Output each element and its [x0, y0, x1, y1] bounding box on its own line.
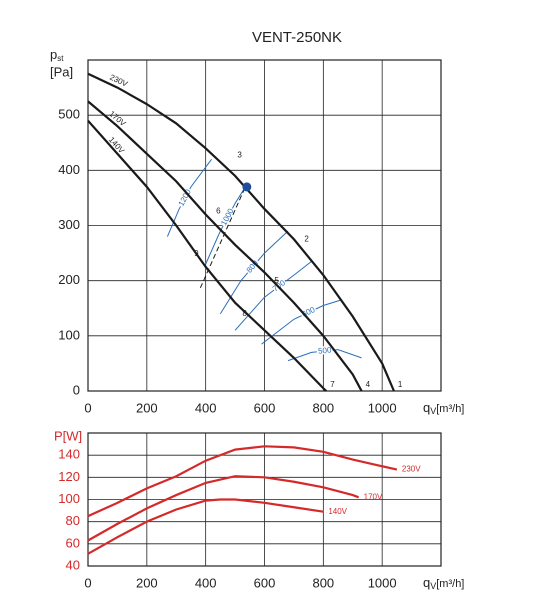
rpm-line — [234, 260, 312, 331]
y-tick-label: 120 — [58, 469, 80, 484]
y-label-main: p — [50, 47, 57, 62]
y-tick-label: 500 — [58, 107, 80, 122]
curve — [87, 445, 398, 518]
curve — [87, 119, 328, 392]
curve-label: 230V — [108, 73, 129, 89]
rpm-label: 500 — [318, 345, 333, 355]
x-tick-label: 600 — [254, 575, 276, 590]
y-label-sub: st — [57, 54, 64, 63]
curve-label: 140V — [328, 507, 347, 516]
point-number: 1 — [398, 380, 403, 389]
x-tick-label: 200 — [136, 575, 158, 590]
point-number: 8 — [242, 309, 247, 318]
y-tick-label: 40 — [66, 557, 80, 572]
curve-label: 170V — [364, 492, 383, 501]
y-axis-label: P[W] — [54, 428, 82, 443]
curve-label: 230V — [402, 465, 421, 474]
point-number: 5 — [274, 276, 279, 285]
point-number: 3 — [237, 151, 242, 160]
rpm-line — [261, 299, 342, 345]
x-tick-label: 400 — [195, 400, 217, 415]
plot-frame — [87, 59, 442, 392]
x-axis-label: qV[m³/h] — [423, 400, 464, 416]
y-axis-unit: [Pa] — [50, 64, 73, 79]
y-tick-label: 300 — [58, 217, 80, 232]
x-axis-label: qV[m³/h] — [423, 575, 464, 591]
x-tick-label: 200 — [136, 400, 158, 415]
x-label-main: q — [423, 575, 430, 590]
y-tick-label: 100 — [58, 327, 80, 342]
x-label-unit: [m³/h] — [436, 403, 464, 415]
rpm-line — [205, 186, 246, 265]
x-tick-label: 0 — [84, 575, 91, 590]
y-tick-label: 60 — [66, 535, 80, 550]
x-tick-label: 400 — [195, 575, 217, 590]
x-label-main: q — [423, 400, 430, 415]
x-tick-label: 800 — [312, 400, 334, 415]
y-tick-label: 400 — [58, 162, 80, 177]
rpm-line — [287, 349, 362, 362]
point-number: 4 — [366, 380, 371, 389]
x-label-sub: V — [430, 406, 436, 416]
x-label-sub: V — [430, 581, 436, 591]
operating-point — [242, 182, 252, 192]
y-tick-label: 200 — [58, 272, 80, 287]
system-line — [199, 186, 246, 289]
x-tick-label: 0 — [84, 400, 91, 415]
y-tick-label: 80 — [66, 513, 80, 528]
x-tick-label: 1000 — [368, 400, 397, 415]
rpm-line — [219, 230, 289, 315]
curve — [87, 498, 324, 555]
rpm-label: 1000 — [219, 207, 236, 227]
point-number: 7 — [330, 380, 335, 389]
chart-title: VENT-250NK — [252, 29, 342, 46]
plot-frame — [87, 432, 442, 567]
y-axis-label: pst — [50, 47, 64, 63]
y-tick-label: 0 — [73, 382, 80, 397]
y-tick-label: 100 — [58, 491, 80, 506]
point-number: 9 — [194, 249, 199, 258]
x-label-unit: [m³/h] — [436, 578, 464, 590]
point-number: 2 — [304, 234, 309, 243]
curve — [87, 100, 363, 392]
y-tick-label: 140 — [58, 447, 80, 462]
curve — [87, 72, 395, 392]
x-tick-label: 800 — [312, 575, 334, 590]
curve — [87, 475, 360, 542]
x-tick-label: 600 — [254, 400, 276, 415]
x-tick-label: 1000 — [368, 575, 397, 590]
point-number: 6 — [216, 206, 221, 215]
